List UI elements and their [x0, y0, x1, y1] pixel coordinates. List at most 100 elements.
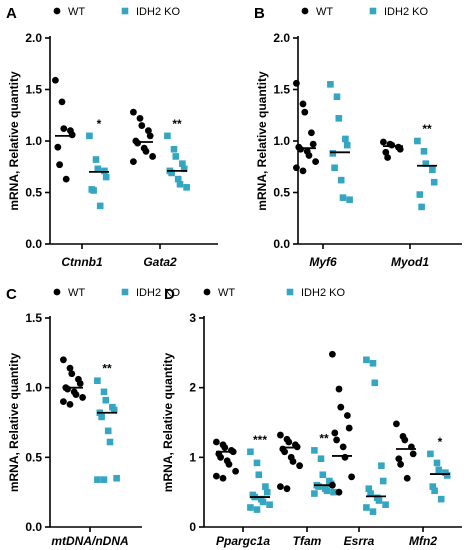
data-point: [263, 488, 271, 496]
data-point: [79, 394, 86, 401]
data-point: [164, 132, 171, 140]
y-tick-label: 1.5: [273, 83, 290, 97]
data-point: [255, 471, 263, 479]
data-point: [217, 453, 225, 461]
data-point: [168, 169, 175, 177]
data-point: [435, 466, 443, 474]
y-tick-label: 0: [189, 520, 196, 534]
data-point: [170, 145, 178, 153]
data-point: [283, 485, 291, 493]
data-point: [113, 474, 120, 482]
x-tick-label: Esrra: [344, 534, 375, 548]
y-tick-label: 0.0: [273, 237, 290, 251]
group-Gata2-ko: **: [164, 117, 190, 191]
group-Ppargc1a-wt: [213, 438, 240, 482]
legend-marker-wt: [301, 7, 309, 15]
y-tick-label: 2: [189, 381, 196, 395]
data-point: [329, 150, 337, 157]
data-point: [266, 501, 273, 509]
data-point: [348, 473, 355, 481]
data-point: [308, 129, 315, 137]
data-point: [174, 175, 182, 183]
data-point: [68, 370, 76, 378]
data-point: [142, 147, 150, 155]
y-tick-label: 1.5: [25, 311, 42, 325]
data-point: [110, 406, 118, 414]
group-Myf6-wt: [293, 79, 319, 175]
data-point: [213, 438, 220, 446]
y-tick-label: 2.0: [25, 31, 42, 45]
data-point: [259, 498, 267, 506]
legend-marker-ko: [369, 7, 377, 15]
data-point: [403, 474, 411, 482]
data-point: [341, 453, 349, 461]
data-point: [219, 474, 227, 482]
data-point: [344, 412, 351, 419]
data-point: [416, 191, 424, 198]
significance-label: ***: [253, 433, 267, 447]
data-point: [102, 396, 110, 404]
data-point: [64, 385, 71, 393]
y-tick-label: 1.5: [25, 83, 42, 97]
data-point: [180, 165, 188, 173]
data-point: [431, 487, 438, 495]
data-point: [281, 448, 288, 456]
data-point: [335, 385, 343, 393]
data-point: [420, 148, 428, 155]
data-point: [343, 141, 351, 149]
data-point: [247, 504, 254, 511]
data-point: [299, 100, 307, 108]
data-point: [337, 176, 345, 184]
data-point: [138, 122, 146, 129]
data-point: [378, 462, 385, 469]
legend-label-ko: IDH2 KO: [136, 6, 180, 18]
data-point: [305, 152, 313, 159]
data-point: [60, 398, 67, 405]
data-point: [68, 131, 76, 139]
data-point: [388, 141, 396, 149]
panel-letter: D: [164, 286, 175, 303]
legend-label-wt: WT: [68, 6, 85, 18]
data-point: [329, 350, 336, 358]
data-point: [382, 501, 389, 509]
data-point: [277, 483, 284, 490]
data-point: [100, 476, 108, 483]
data-point: [375, 497, 383, 504]
data-point: [330, 488, 337, 496]
data-point: [262, 483, 269, 490]
data-point: [333, 93, 341, 101]
data-point: [367, 490, 374, 497]
data-point: [396, 145, 404, 153]
data-point: [382, 148, 390, 156]
data-point: [379, 477, 387, 485]
data-point: [54, 143, 62, 151]
data-point: [395, 455, 403, 463]
group-Ppargc1a-ko: ***: [247, 433, 273, 513]
data-point: [393, 420, 400, 428]
data-point: [277, 431, 284, 439]
data-point: [335, 488, 343, 496]
data-point: [380, 138, 387, 146]
data-point: [329, 481, 336, 489]
significance-label: *: [97, 117, 102, 131]
data-point: [345, 424, 353, 432]
group-Gata2-wt: [130, 108, 157, 166]
group-Ctnnb1-wt: [52, 76, 76, 183]
data-point: [365, 485, 373, 492]
significance-label: **: [319, 431, 329, 445]
data-point: [363, 356, 370, 364]
data-point: [418, 203, 425, 211]
group-Tfam-wt: [277, 431, 303, 493]
data-point: [312, 158, 319, 166]
data-point: [369, 508, 377, 515]
data-point: [62, 175, 70, 183]
group-Myod1-wt: [380, 138, 404, 161]
data-point: [422, 160, 430, 167]
legend-label-ko: IDH2 KO: [136, 287, 180, 299]
data-point: [213, 472, 220, 480]
data-point: [323, 487, 331, 495]
data-point: [289, 458, 297, 465]
legend-label-ko: IDH2 KO: [301, 287, 345, 299]
data-point: [335, 115, 343, 122]
data-point: [221, 444, 229, 451]
